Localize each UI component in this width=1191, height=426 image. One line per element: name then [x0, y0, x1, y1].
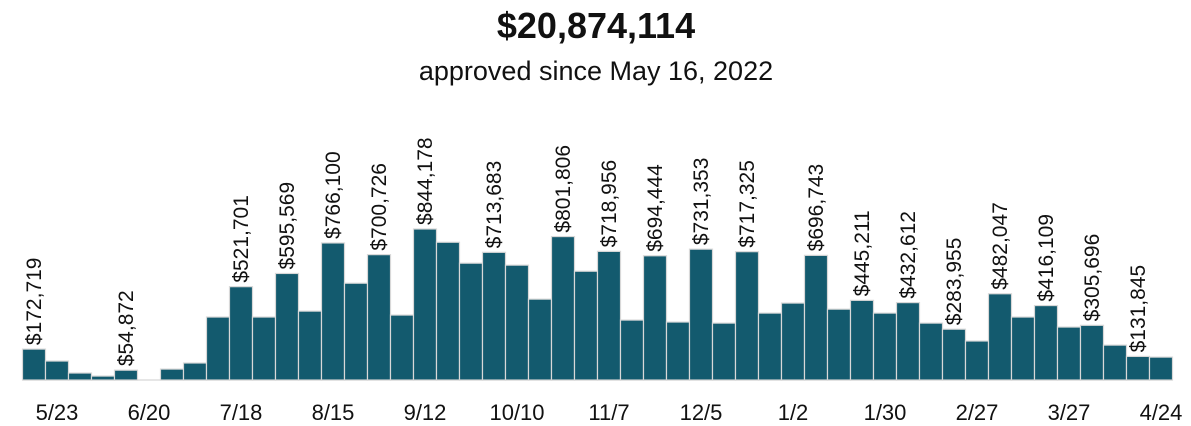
bar	[642, 255, 668, 381]
value-label: $595,569	[276, 182, 299, 270]
bar	[596, 250, 622, 381]
value-label: $844,178	[414, 137, 437, 225]
bar	[849, 299, 875, 381]
value-label: $172,719	[23, 258, 46, 346]
bar	[343, 282, 369, 381]
bar	[711, 322, 737, 381]
bar	[67, 372, 93, 381]
bar	[320, 242, 346, 381]
chart-title: $20,874,114	[497, 5, 695, 46]
bar	[481, 251, 507, 381]
bar	[504, 264, 530, 381]
bar	[297, 310, 323, 381]
x-tick-label: 5/23	[36, 400, 79, 425]
chart-subtitle: approved since May 16, 2022	[419, 56, 773, 86]
bar	[1010, 316, 1036, 381]
bar	[895, 302, 921, 381]
value-label: $717,325	[736, 160, 759, 248]
x-tick-label: 9/12	[404, 400, 447, 425]
bar	[90, 375, 116, 381]
value-label: $445,211	[851, 210, 874, 296]
bar	[182, 362, 208, 381]
bar	[941, 328, 967, 381]
value-label: $54,872	[115, 290, 138, 366]
bar	[1125, 355, 1151, 381]
bar	[251, 316, 277, 381]
value-label: $801,806	[552, 145, 575, 233]
bar	[619, 319, 645, 381]
bar	[527, 298, 553, 381]
bar	[205, 316, 231, 381]
bar	[159, 368, 185, 381]
bar	[44, 360, 70, 381]
value-label: $482,047	[989, 202, 1012, 290]
x-tick-label: 4/24	[1140, 400, 1183, 425]
bar	[274, 272, 300, 381]
bar	[826, 308, 852, 381]
value-label: $131,845	[1127, 265, 1150, 353]
value-label: $283,955	[943, 238, 966, 326]
bar	[665, 321, 691, 381]
bar	[1033, 304, 1059, 381]
bar	[458, 262, 484, 381]
value-label: $700,726	[368, 163, 391, 251]
value-label: $718,956	[598, 160, 621, 248]
bar	[435, 241, 461, 381]
value-label: $416,109	[1035, 214, 1058, 302]
value-label: $305,696	[1081, 234, 1104, 322]
bar	[113, 369, 139, 381]
bar	[964, 340, 990, 381]
bar	[389, 314, 415, 381]
bar	[734, 251, 760, 381]
x-tick-label: 8/15	[312, 400, 355, 425]
bar	[987, 293, 1013, 381]
x-tick-label: 2/27	[956, 400, 999, 425]
x-tick-label: 12/5	[680, 400, 723, 425]
x-tick-label: 6/20	[128, 400, 171, 425]
bar	[872, 312, 898, 381]
value-label: $713,683	[483, 161, 506, 249]
bar	[550, 235, 576, 381]
bar	[412, 228, 438, 381]
x-tick-label: 1/2	[778, 400, 809, 425]
bar	[780, 302, 806, 381]
bar	[573, 270, 599, 381]
bar	[21, 348, 47, 381]
bar	[688, 248, 714, 381]
x-tick-label: 10/10	[489, 400, 544, 425]
value-label: $694,444	[644, 164, 667, 252]
x-tick-label: 11/7	[588, 400, 629, 425]
value-label: $696,743	[805, 164, 828, 252]
bar	[1079, 324, 1105, 381]
bar	[366, 254, 392, 381]
value-label: $432,612	[897, 211, 920, 299]
x-tick-label: 7/18	[220, 400, 263, 425]
bar	[1148, 356, 1174, 381]
bar	[1056, 326, 1082, 381]
value-label: $731,353	[690, 158, 713, 246]
bar	[228, 286, 254, 381]
bar	[757, 312, 783, 381]
bar	[803, 254, 829, 381]
value-label: $766,100	[322, 151, 345, 239]
x-tick-label: 1/30	[864, 400, 907, 425]
value-label: $521,701	[230, 195, 253, 283]
bar	[1102, 344, 1128, 381]
bar	[918, 322, 944, 381]
x-tick-label: 3/27	[1048, 400, 1091, 425]
